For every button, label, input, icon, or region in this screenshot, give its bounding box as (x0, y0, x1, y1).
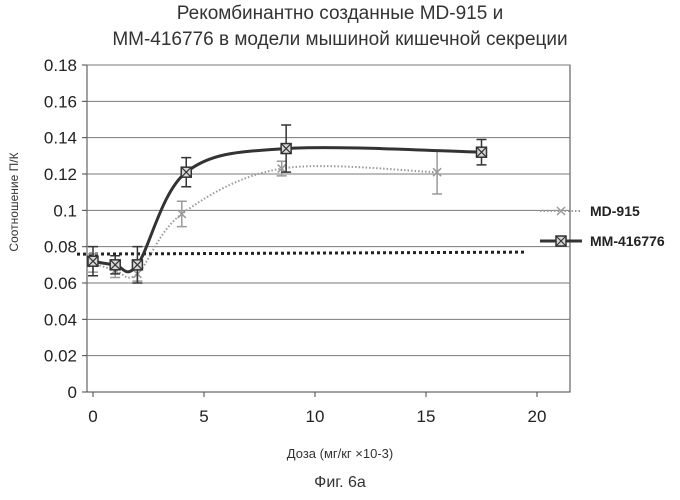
marker-cross (87, 255, 99, 267)
data-point (180, 166, 192, 178)
data-point (131, 259, 144, 271)
y-tick-labels: 0 0.02 0.04 0.06 0.08 0.1 0.12 0.14 0.16 0.18 (44, 56, 77, 402)
y-tick-label: 0.06 (44, 274, 77, 293)
marker-cross (277, 164, 287, 174)
data-point (280, 142, 292, 155)
marker-cross (177, 209, 187, 219)
x-tick-label: 10 (306, 407, 325, 426)
y-tick-label: 0.04 (44, 310, 77, 329)
y-tick-label: 0.14 (44, 129, 77, 148)
y-tick-label: 0 (68, 383, 77, 402)
y-tick-label: 0.08 (44, 238, 77, 257)
data-point (109, 259, 121, 271)
y-tick-label: 0.18 (44, 56, 77, 75)
marker-cross (432, 167, 442, 177)
marker-cross (280, 143, 292, 154)
x-tick-label: 5 (199, 407, 208, 426)
y-tick-label: 0.1 (53, 201, 77, 220)
data-point (475, 146, 488, 158)
baseline-line (76, 250, 526, 256)
legend-marker (556, 206, 566, 216)
marker-cross (109, 259, 121, 271)
series-group (87, 124, 488, 284)
data-point (177, 209, 187, 219)
marker-cross (476, 146, 487, 158)
chart-title-line-1: Рекомбинантно созданные MD-915 и (176, 3, 504, 24)
x-tick-label: 0 (88, 407, 97, 426)
chart-title-line-2: MM-416776 в модели мышиной кишечной секр… (112, 29, 568, 50)
series-line (92, 165, 438, 279)
data-point (87, 255, 99, 267)
y-tick-label: 0.16 (44, 92, 77, 111)
legend: MD-915 MM-416776 (540, 203, 665, 249)
legend-label: MD-915 (590, 203, 640, 219)
legend-marker (555, 235, 567, 247)
y-axis-label: Соотношение П/К (7, 152, 21, 252)
x-axis-label: Доза (мг/кг ×10-3) (286, 446, 394, 461)
marker-cross (556, 206, 566, 216)
figure-caption: Фиг. 6а (314, 474, 366, 491)
data-point (277, 164, 287, 174)
y-tick-label: 0.12 (44, 165, 77, 184)
y-tick-label: 0.02 (44, 347, 77, 366)
data-point (432, 167, 442, 177)
x-tick-label: 15 (417, 407, 436, 426)
plot-area (86, 64, 571, 393)
grid-lines (82, 64, 570, 397)
x-tick-label: 20 (528, 407, 547, 426)
x-tick-labels: 0 5 10 15 20 (88, 407, 546, 426)
legend-label: MM-416776 (590, 233, 665, 249)
chart-canvas: 0 0.02 0.04 0.06 0.08 0.1 0.12 0.14 0.16 0.18 0 5 1… (44, 56, 665, 426)
marker-cross (131, 259, 143, 271)
baseline-reference (76, 250, 526, 256)
marker-cross (180, 166, 192, 178)
marker-cross (555, 235, 567, 247)
